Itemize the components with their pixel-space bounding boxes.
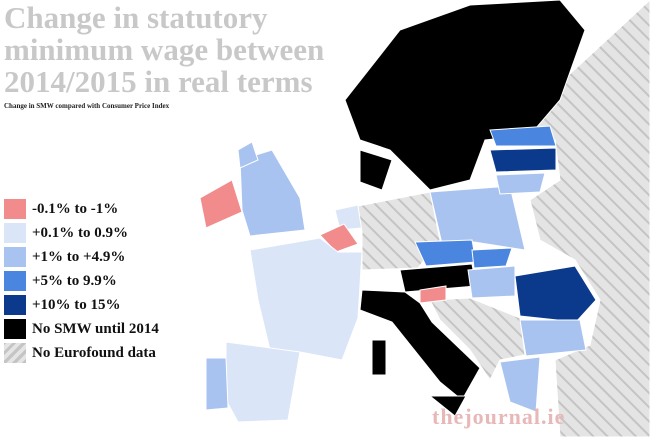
region (429, 297, 526, 381)
legend-item: +1% to +4.9% (4, 245, 159, 269)
region (489, 125, 557, 147)
legend-label: No SMW until 2014 (32, 320, 159, 337)
region (489, 147, 557, 173)
legend-item: +10% to 15% (4, 293, 159, 317)
legend-swatch (4, 223, 26, 243)
region (371, 339, 387, 376)
legend-label: +10% to 15% (32, 296, 121, 313)
title: Change in statutory minimum wage between… (4, 0, 325, 99)
subtitle: Change in SMW compared with Consumer Pri… (4, 102, 170, 110)
legend-swatch (4, 247, 26, 267)
region (514, 265, 597, 323)
region (467, 265, 516, 299)
region (499, 356, 541, 413)
legend-item: +0.1% to 0.9% (4, 221, 159, 245)
region (414, 239, 477, 267)
region (519, 319, 587, 357)
region (419, 285, 447, 304)
legend-item: No SMW until 2014 (4, 317, 159, 341)
legend-item: +5% to 9.9% (4, 269, 159, 293)
legend-label: +1% to +4.9% (32, 248, 126, 265)
region (428, 395, 467, 417)
legend-item: -0.1% to -1% (4, 197, 159, 221)
legend-swatch (4, 343, 26, 363)
legend-label: +0.1% to 0.9% (32, 224, 129, 241)
legend-swatch (4, 271, 26, 291)
region (239, 149, 306, 237)
legend-swatch (4, 295, 26, 315)
legend-label: -0.1% to -1% (32, 200, 119, 217)
region (237, 141, 259, 169)
countries (199, 0, 597, 423)
legend: -0.1% to -1% +0.1% to 0.9% +1% to +4.9% +5%… (4, 197, 159, 365)
legend-item: No Eurofound data (4, 341, 159, 365)
region (249, 237, 363, 361)
legend-swatch (4, 319, 26, 339)
legend-label: No Eurofound data (32, 344, 156, 361)
region (495, 172, 546, 195)
region (199, 179, 243, 229)
region (429, 185, 526, 251)
region (359, 289, 481, 401)
region (225, 341, 301, 423)
region (205, 357, 229, 411)
region (471, 247, 513, 269)
watermark: thejournal.ie (432, 404, 566, 429)
legend-label: +5% to 9.9% (32, 272, 117, 289)
region (359, 149, 393, 191)
legend-swatch (4, 199, 26, 219)
